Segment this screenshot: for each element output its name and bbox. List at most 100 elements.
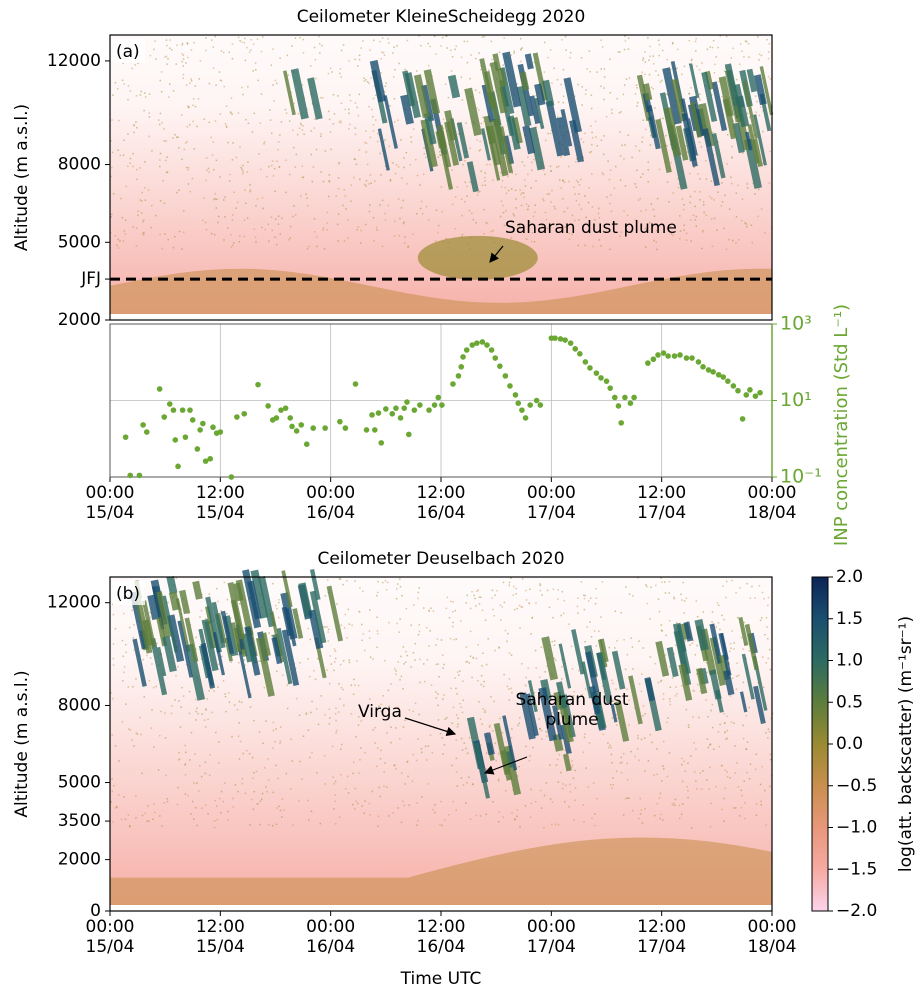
speckle xyxy=(535,126,538,128)
speckle xyxy=(571,760,573,762)
speckle xyxy=(287,74,289,76)
speckle xyxy=(736,762,738,764)
speckle xyxy=(649,618,651,620)
cloud-streak xyxy=(666,646,679,678)
speckle xyxy=(281,674,284,677)
speckle xyxy=(574,769,576,772)
speckle xyxy=(576,158,578,160)
speckle xyxy=(482,116,484,119)
speckle xyxy=(263,767,266,769)
speckle xyxy=(264,228,266,231)
speckle xyxy=(268,632,270,634)
speckle xyxy=(743,621,745,624)
inp-point xyxy=(700,364,706,370)
speckle xyxy=(324,595,327,597)
speckle xyxy=(721,182,723,184)
speckle xyxy=(374,742,376,744)
speckle xyxy=(557,781,560,783)
speckle xyxy=(439,823,441,826)
speckle xyxy=(137,214,139,217)
speckle xyxy=(626,779,629,781)
speckle xyxy=(731,182,733,185)
speckle xyxy=(144,186,146,189)
speckle xyxy=(696,615,699,618)
cloud-streak xyxy=(483,732,495,756)
speckle xyxy=(337,187,340,190)
speckle xyxy=(491,58,493,61)
speckle xyxy=(176,136,178,139)
speckle xyxy=(393,235,396,237)
speckle xyxy=(641,136,644,139)
panel-label: (a) xyxy=(116,42,140,62)
speckle xyxy=(354,158,356,161)
speckle xyxy=(346,775,349,778)
speckle xyxy=(716,602,719,604)
speckle xyxy=(767,604,769,607)
speckle xyxy=(682,208,685,211)
colorbar-tick-label: −2.0 xyxy=(836,901,877,921)
speckle xyxy=(660,629,663,632)
speckle xyxy=(682,581,684,584)
speckle xyxy=(320,695,323,697)
speckle xyxy=(549,49,552,51)
speckle xyxy=(721,201,724,203)
speckle xyxy=(518,722,520,725)
speckle xyxy=(168,96,170,98)
speckle xyxy=(252,43,255,45)
speckle xyxy=(139,199,141,201)
inp-point xyxy=(278,407,284,413)
speckle xyxy=(328,180,330,182)
speckle xyxy=(430,607,432,609)
speckle xyxy=(538,676,541,679)
speckle xyxy=(437,224,440,227)
speckle xyxy=(641,822,644,824)
speckle xyxy=(143,219,145,221)
speckle xyxy=(374,180,376,182)
speckle xyxy=(575,161,577,163)
y-tick-label: 8000 xyxy=(58,155,101,175)
speckle xyxy=(478,52,480,54)
speckle xyxy=(195,719,197,721)
speckle xyxy=(324,783,326,785)
speckle xyxy=(339,774,342,776)
speckle xyxy=(236,708,239,711)
speckle xyxy=(466,782,468,784)
speckle xyxy=(710,180,713,182)
speckle xyxy=(564,749,567,752)
speckle xyxy=(242,752,245,755)
speckle xyxy=(551,82,553,84)
cloud-streak xyxy=(569,119,585,163)
speckle xyxy=(766,626,768,628)
speckle xyxy=(204,221,207,224)
speckle xyxy=(499,604,502,606)
speckle xyxy=(204,772,207,775)
speckle xyxy=(632,595,634,597)
speckle xyxy=(609,58,611,60)
speckle xyxy=(628,699,630,701)
speckle xyxy=(485,221,488,224)
speckle xyxy=(337,711,340,713)
speckle xyxy=(491,589,494,592)
speckle xyxy=(546,735,548,737)
speckle xyxy=(639,797,642,800)
speckle xyxy=(249,189,252,191)
speckle xyxy=(481,723,483,725)
speckle xyxy=(382,695,384,697)
speckle xyxy=(359,747,362,749)
speckle xyxy=(271,164,273,167)
speckle xyxy=(121,217,124,219)
speckle xyxy=(608,178,611,181)
speckle xyxy=(251,798,253,801)
speckle xyxy=(568,180,570,183)
speckle xyxy=(212,67,215,70)
speckle xyxy=(387,815,390,817)
speckle xyxy=(318,43,321,45)
speckle xyxy=(381,51,383,53)
speckle xyxy=(580,57,583,59)
speckle xyxy=(363,80,366,82)
speckle xyxy=(583,597,586,600)
speckle xyxy=(678,804,681,807)
speckle xyxy=(583,736,586,739)
speckle xyxy=(463,200,466,203)
speckle xyxy=(268,779,270,782)
